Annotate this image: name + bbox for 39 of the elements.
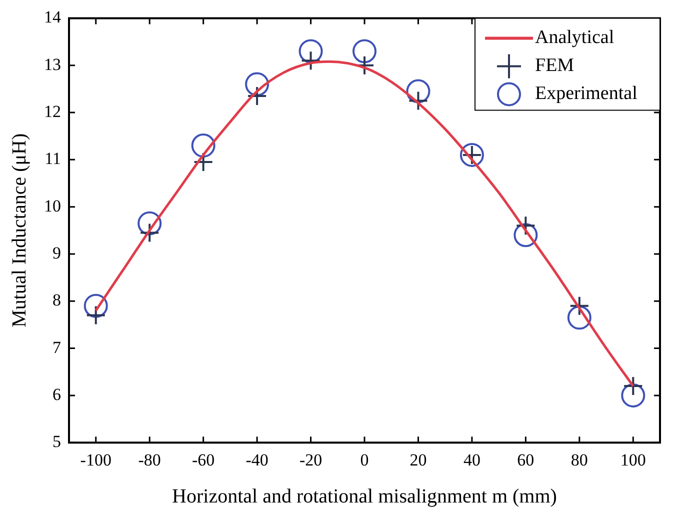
- x-tick-label: 80: [570, 450, 588, 470]
- point: [352, 39, 376, 64]
- y-tick-label: 13: [44, 54, 61, 74]
- point: [245, 72, 270, 96]
- x-tick-label: 100: [620, 450, 646, 470]
- x-tick-label: -80: [138, 450, 161, 470]
- y-tick-label: 5: [52, 432, 61, 452]
- y-tick-label: 12: [44, 102, 61, 121]
- x-tick-label: -20: [299, 450, 322, 470]
- y-tick-label: 10: [44, 196, 61, 216]
- y-tick-label: 11: [44, 149, 61, 168]
- point: [298, 39, 323, 64]
- x-tick-label: 20: [410, 450, 427, 470]
- x-tick-label: -60: [192, 450, 215, 470]
- y-tick-label: 7: [52, 338, 62, 357]
- point: [191, 134, 216, 158]
- point: [193, 152, 214, 172]
- x-tick-label: -100: [80, 450, 112, 470]
- y-tick-label: 14: [44, 8, 62, 27]
- legend-label: Analytical: [535, 27, 614, 48]
- y-tick-label: 9: [52, 243, 61, 262]
- y-tick-label: 6: [52, 384, 61, 404]
- point: [569, 296, 590, 316]
- legend-label: FEM: [535, 55, 574, 76]
- point: [406, 79, 430, 104]
- x-axis-title: Horizontal and rotational misalignment m (mm): [172, 485, 557, 508]
- x-tick-label: 40: [463, 450, 480, 470]
- point: [138, 211, 162, 236]
- legend-label: Experimental: [535, 83, 638, 104]
- y-axis-title: Mutual Inductance (μH): [8, 133, 30, 328]
- point: [247, 86, 268, 106]
- point: [567, 306, 592, 330]
- point: [84, 294, 108, 318]
- x-tick-label: -40: [246, 450, 268, 470]
- x-tick-label: 60: [517, 450, 534, 470]
- x-tick-label: 0: [360, 450, 369, 470]
- point: [621, 383, 646, 408]
- y-tick-label: 8: [52, 290, 61, 310]
- point: [514, 223, 538, 248]
